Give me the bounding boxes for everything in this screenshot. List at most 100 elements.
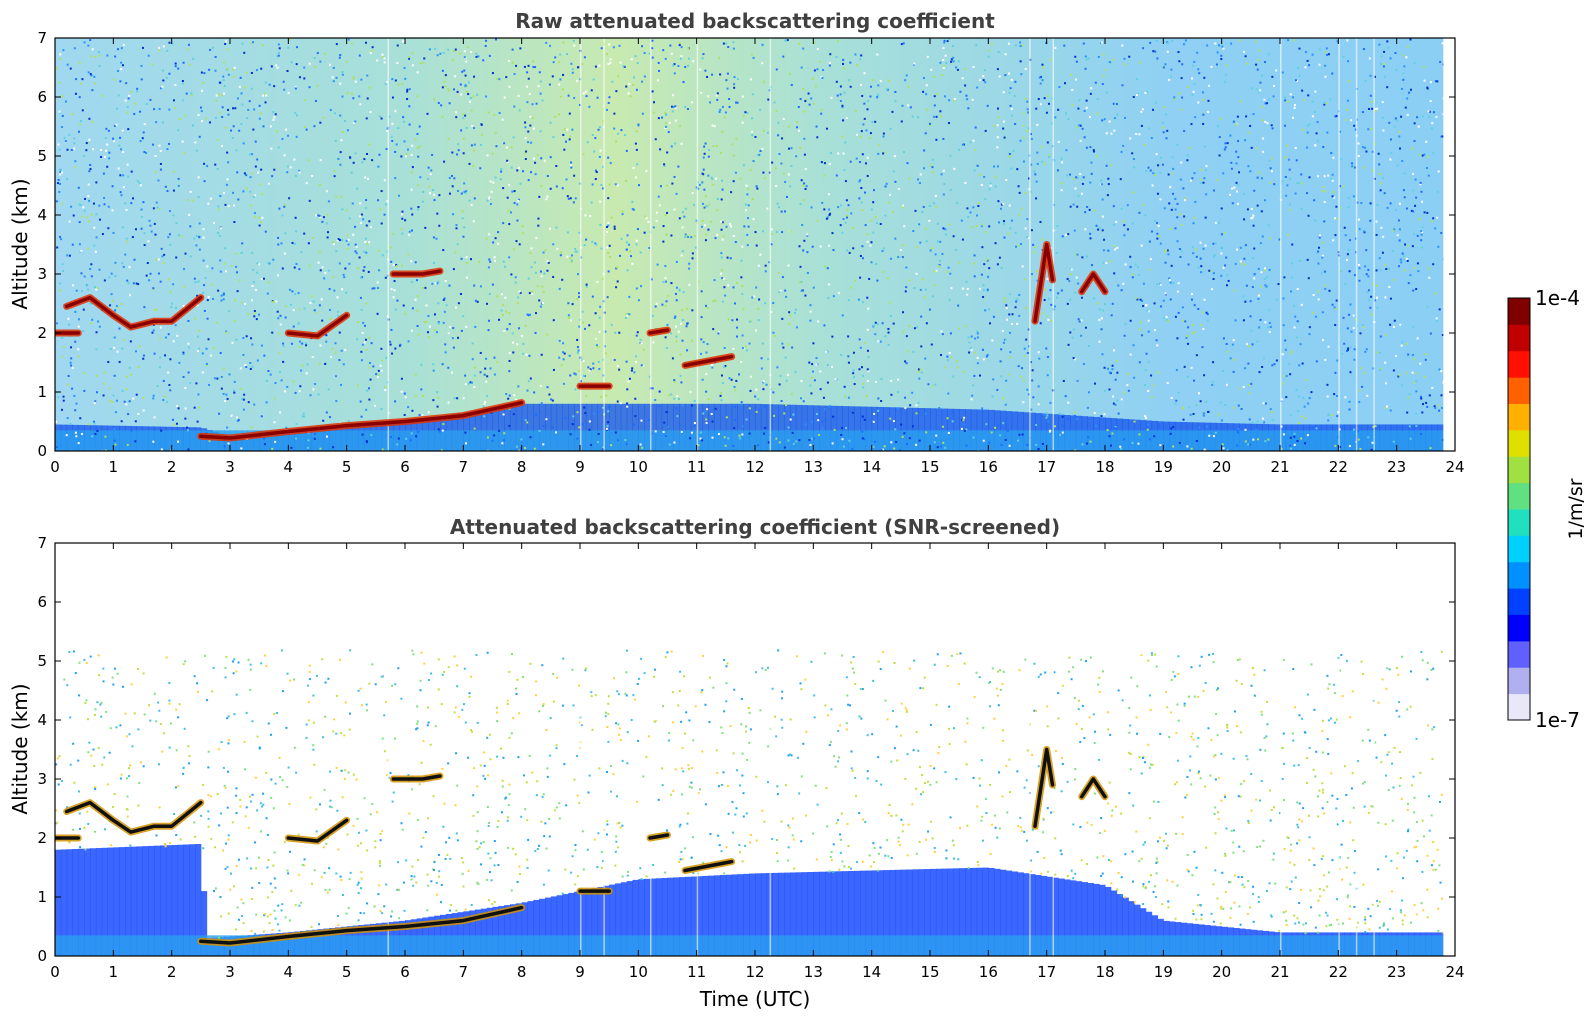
backscatter-speckle <box>1010 78 1013 81</box>
backscatter-speckle <box>1333 306 1336 309</box>
backscatter-speckle <box>1084 228 1087 231</box>
backscatter-speckle <box>473 374 476 377</box>
backscatter-speckle <box>1242 192 1245 195</box>
backscatter-speckle <box>689 391 692 394</box>
backscatter-speckle <box>1113 349 1116 352</box>
backscatter-speckle <box>884 214 887 217</box>
backscatter-speckle <box>508 352 511 355</box>
backscatter-speckle <box>1260 285 1263 288</box>
backscatter-speckle <box>1221 45 1224 48</box>
backscatter-speckle <box>87 423 90 426</box>
backscatter-speckle <box>488 258 491 261</box>
backscatter-speckle <box>906 162 909 165</box>
backscatter-speckle <box>1039 103 1042 106</box>
backscatter-speckle <box>531 60 534 63</box>
backscatter-speckle <box>1371 441 1374 444</box>
backscatter-speckle <box>628 295 631 298</box>
backscatter-speckle <box>612 46 615 49</box>
backscatter-speckle <box>295 46 298 49</box>
backscatter-speckle <box>535 413 538 416</box>
backscatter-speckle <box>837 40 840 43</box>
backscatter-speckle <box>855 157 858 160</box>
backscatter-speckle <box>1304 51 1307 54</box>
backscatter-speckle <box>550 398 553 401</box>
backscatter-speckle <box>1045 412 1048 415</box>
backscatter-speckle <box>1207 99 1210 102</box>
backscatter-speckle <box>927 383 930 386</box>
boundary-layer-column <box>912 407 919 451</box>
backscatter-speckle <box>260 415 263 418</box>
backscatter-speckle <box>1376 351 1379 354</box>
backscatter-speckle <box>749 78 752 81</box>
backscatter-speckle <box>900 43 903 46</box>
backscatter-speckle <box>1060 182 1063 185</box>
backscatter-speckle <box>904 290 907 293</box>
backscatter-speckle <box>607 101 610 104</box>
backscatter-speckle <box>90 275 93 278</box>
backscatter-speckle <box>479 351 482 354</box>
surface-layer-column <box>609 430 616 451</box>
backscatter-speckle <box>759 253 762 256</box>
backscatter-speckle <box>443 297 446 300</box>
backscatter-speckle <box>352 161 355 164</box>
backscatter-speckle <box>967 216 970 219</box>
backscatter-speckle <box>252 195 255 198</box>
backscatter-speckle <box>569 319 572 322</box>
backscatter-speckle <box>1399 147 1402 150</box>
backscatter-speckle <box>987 49 990 52</box>
backscatter-speckle <box>1297 410 1300 413</box>
backscatter-speckle <box>252 281 255 284</box>
backscatter-speckle <box>1385 382 1388 385</box>
backscatter-speckle <box>395 263 398 266</box>
backscatter-speckle <box>1378 163 1381 166</box>
backscatter-speckle <box>702 168 705 171</box>
boundary-layer-column <box>755 403 762 451</box>
backscatter-speckle <box>1191 323 1194 326</box>
backscatter-speckle <box>541 99 544 102</box>
backscatter-speckle <box>620 129 623 132</box>
backscatter-speckle <box>820 112 823 115</box>
backscatter-speckle <box>1405 342 1408 345</box>
boundary-layer-column <box>685 403 692 451</box>
backscatter-speckle <box>781 317 784 320</box>
backscatter-speckle <box>183 285 186 288</box>
backscatter-speckle <box>886 277 889 280</box>
backscatter-speckle <box>571 68 574 71</box>
backscatter-speckle <box>1224 264 1227 267</box>
backscatter-speckle <box>416 133 419 136</box>
backscatter-speckle <box>817 419 820 422</box>
backscatter-speckle <box>440 449 443 451</box>
backscatter-speckle <box>1190 123 1193 126</box>
backscatter-speckle <box>1199 241 1202 244</box>
backscatter-speckle <box>121 347 124 350</box>
backscatter-speckle <box>1111 368 1114 371</box>
backscatter-speckle <box>666 426 669 429</box>
boundary-layer-column <box>720 403 727 451</box>
backscatter-speckle <box>1000 203 1003 206</box>
backscatter-speckle <box>497 231 500 234</box>
backscatter-speckle <box>389 343 392 346</box>
backscatter-speckle <box>493 373 496 376</box>
backscatter-speckle <box>810 97 813 100</box>
backscatter-speckle <box>799 265 802 268</box>
backscatter-speckle <box>943 182 946 185</box>
backscatter-speckle <box>1126 384 1129 387</box>
backscatter-speckle <box>1292 96 1295 99</box>
backscatter-speckle <box>634 142 637 145</box>
backscatter-speckle <box>1027 127 1030 130</box>
backscatter-speckle <box>403 413 406 416</box>
surface-layer-column <box>504 430 511 451</box>
backscatter-speckle <box>472 165 475 168</box>
backscatter-speckle <box>541 285 544 288</box>
backscatter-speckle <box>1178 248 1181 251</box>
backscatter-speckle <box>492 181 495 184</box>
backscatter-speckle <box>608 183 611 186</box>
backscatter-speckle <box>448 176 451 179</box>
backscatter-speckle <box>464 74 467 77</box>
backscatter-speckle <box>655 302 658 305</box>
backscatter-speckle <box>1264 402 1267 405</box>
backscatter-speckle <box>390 260 393 263</box>
backscatter-speckle <box>641 112 644 115</box>
backscatter-speckle <box>717 332 720 335</box>
